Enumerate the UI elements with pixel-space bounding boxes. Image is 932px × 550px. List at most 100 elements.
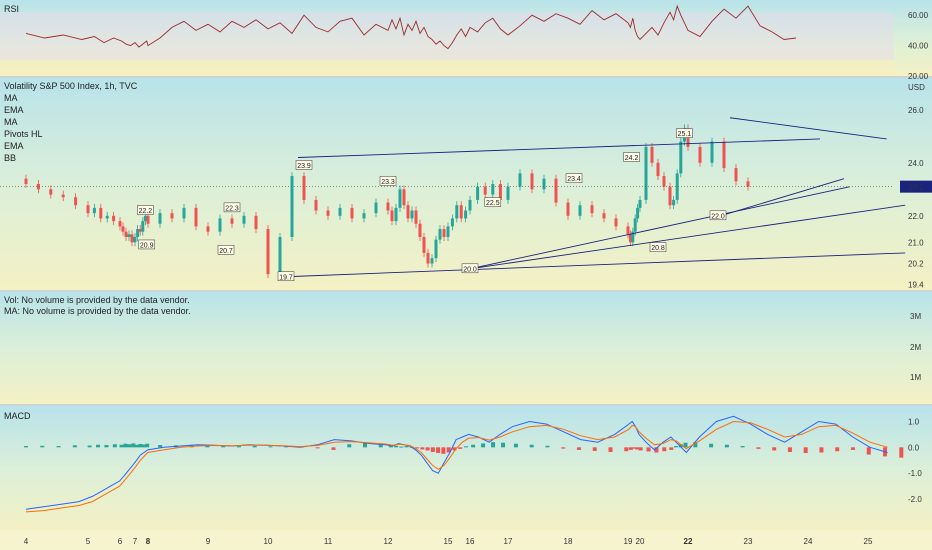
candle-body — [133, 237, 137, 243]
macd-histogram-bar — [331, 447, 336, 450]
pivot-label-box — [709, 210, 727, 221]
macd-histogram-bar — [899, 447, 904, 458]
pivot-label: 22.3 — [225, 205, 239, 212]
macd-histogram-bar — [803, 447, 808, 454]
rsi-tick-label-2: 20.00 — [908, 72, 929, 81]
trendline — [297, 138, 821, 158]
candle-body — [446, 226, 450, 237]
candle-body — [290, 176, 294, 237]
candle-body — [390, 210, 394, 222]
price-title: Volatility S&P 500 Index, 1h, TVC — [4, 81, 138, 91]
candle-body — [455, 205, 459, 219]
macd-histogram-bar — [501, 442, 506, 448]
pivot-label-box — [277, 271, 295, 281]
macd-histogram-bar — [221, 445, 226, 448]
macd-histogram-bar — [529, 444, 534, 448]
x-tick-label-18: 25 — [864, 537, 873, 546]
macd-histogram-bar — [123, 443, 128, 448]
macd-histogram-bar — [561, 447, 566, 449]
macd-histogram-bar — [158, 445, 163, 448]
macd-histogram-bar — [441, 447, 446, 454]
candle-body — [438, 229, 442, 240]
macd-tick-label-1: 0.0 — [908, 443, 920, 452]
candle-body — [464, 210, 468, 219]
x-tick-label-4: 8 — [146, 537, 151, 546]
candle-body — [158, 213, 162, 224]
macd-signal-line — [25, 420, 888, 513]
legend-item-0: MA — [4, 93, 18, 103]
macd-histogram-bar — [415, 447, 420, 449]
candle-body — [672, 199, 676, 206]
price-tick-label-4: 20.2 — [908, 260, 924, 269]
candle-body — [402, 189, 406, 206]
candle-body — [74, 197, 78, 206]
macd-histogram-bar — [635, 447, 640, 450]
macd-histogram-bar — [236, 446, 241, 448]
candle-body — [746, 181, 750, 187]
candle-body — [491, 184, 495, 195]
macd-histogram-bar — [576, 447, 581, 450]
candle-body — [468, 199, 472, 211]
macd-histogram-bar — [545, 445, 550, 448]
pivot-label: 20.0 — [463, 266, 477, 273]
candle-body — [698, 146, 702, 163]
pivot-label: 22.0 — [711, 213, 725, 220]
macd-line — [25, 415, 888, 510]
x-axis-background — [0, 530, 932, 550]
macd-histogram-bar — [674, 446, 679, 448]
pivot-label-box — [565, 173, 583, 183]
macd-histogram-bar — [112, 444, 117, 448]
macd-histogram-bar — [363, 442, 368, 448]
macd-histogram-bar — [471, 444, 476, 448]
candle-body — [105, 215, 109, 219]
x-tick-label-12: 18 — [564, 537, 573, 546]
marks: RSI Volatility S&P 500 Index, 1h, TVC MA EM… — [0, 4, 932, 546]
candle-body — [121, 226, 125, 232]
pivot-label: 25.1 — [678, 131, 692, 138]
macd-histogram-bar — [87, 445, 92, 448]
candle-body — [530, 173, 534, 190]
trendline — [729, 117, 887, 140]
macd-histogram-bar — [378, 443, 383, 448]
macd-histogram-bar — [850, 447, 855, 450]
candle-body — [49, 189, 53, 195]
macd-histogram-bar — [608, 447, 613, 452]
candle-body — [542, 178, 546, 190]
macd-histogram-bar — [669, 447, 674, 450]
pivot-label-box — [379, 176, 397, 186]
candle-body — [314, 199, 318, 211]
candle-body — [61, 194, 65, 198]
macd-histogram-bar — [452, 447, 457, 451]
macd-histogram-bar — [436, 447, 441, 454]
macd-histogram-bar — [628, 447, 633, 450]
macd-histogram-bar — [425, 447, 430, 451]
x-tick-label-14: 20 — [636, 537, 645, 546]
macd-histogram-bar — [127, 444, 132, 448]
candle-body — [130, 234, 134, 243]
pivot-label: 20.9 — [140, 242, 154, 249]
candle-body — [679, 141, 683, 174]
macd-histogram-bar — [756, 447, 761, 449]
pivot-label-box — [484, 197, 502, 207]
macd-histogram-bar — [138, 443, 143, 448]
candle-body — [566, 202, 570, 216]
x-tick-label-8: 12 — [384, 537, 393, 546]
x-tick-label-17: 24 — [804, 537, 813, 546]
x-tick-label-16: 23 — [744, 537, 753, 546]
candle-body — [138, 229, 142, 232]
pivot-label: 22.5 — [486, 200, 500, 207]
macd-histogram-bar — [513, 443, 518, 448]
macd-histogram-bar — [72, 445, 77, 448]
candle-body — [24, 178, 28, 184]
pivot-label-box — [137, 205, 154, 215]
candle-body — [628, 234, 632, 243]
x-tick-label-9: 15 — [444, 537, 453, 546]
candle-body — [338, 207, 342, 216]
macd-histogram-bar — [252, 445, 257, 448]
panel-background-vol — [0, 292, 932, 404]
pivot-label: 23.4 — [567, 176, 581, 183]
x-tick-label-13: 19 — [624, 537, 633, 546]
